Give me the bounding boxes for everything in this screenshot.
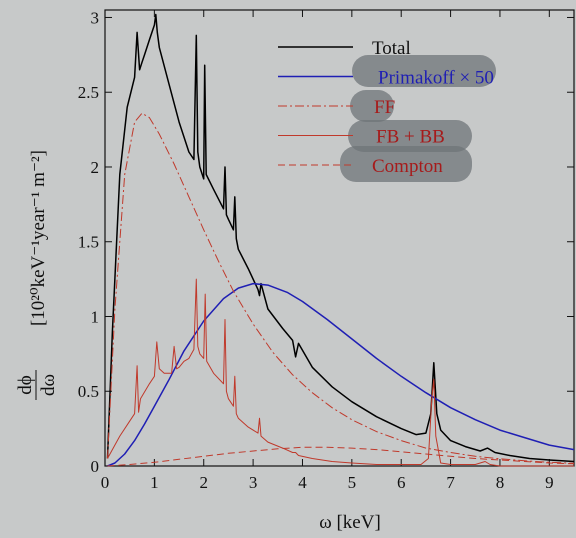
legend-highlight <box>340 146 472 182</box>
y-label-units: [10²⁰keV⁻¹year⁻¹ m⁻²] <box>28 150 49 326</box>
x-tick-label: 0 <box>101 473 110 492</box>
series-line-0 <box>106 13 575 463</box>
legend-label: FF <box>374 97 395 118</box>
legend-label: Primakoff × 50 <box>378 68 494 89</box>
x-tick-label: 2 <box>199 473 208 492</box>
y-tick-label: 2 <box>91 158 100 177</box>
series-line-3 <box>107 278 574 467</box>
x-tick-label: 4 <box>298 473 307 492</box>
axis-ticks: 0 1 2 3 4 5 6 7 8 9 0 0.5 1 1.5 2 2.5 3 <box>78 8 574 492</box>
y-tick-label: 3 <box>91 8 100 27</box>
x-tick-label: 5 <box>348 473 357 492</box>
y-label-denominator: dω <box>38 374 59 396</box>
legend-label: Total <box>372 38 411 59</box>
x-tick-label: 3 <box>249 473 258 492</box>
legend: Total Primakoff × 50 FF FB + BB Compton <box>278 38 496 182</box>
series-line-2 <box>107 112 575 464</box>
legend-highlight <box>352 55 496 87</box>
y-tick-label: 1 <box>91 307 100 326</box>
plot-area <box>104 9 575 467</box>
y-tick-label: 0 <box>91 457 100 476</box>
x-tick-label: 7 <box>446 473 455 492</box>
y-axis-label: dϕ dω [10²⁰keV⁻¹year⁻¹ m⁻²] <box>15 150 59 400</box>
legend-highlight <box>348 120 472 152</box>
y-label-numerator: dϕ <box>15 375 36 395</box>
series-line-4 <box>107 446 575 467</box>
x-axis-label: ω [keV] <box>319 512 381 533</box>
y-tick-label: 0.5 <box>78 382 99 401</box>
legend-label: Compton <box>372 156 443 177</box>
x-tick-label: 9 <box>545 473 554 492</box>
series-layer <box>106 13 575 467</box>
series-line-1 <box>107 282 575 467</box>
y-tick-label: 2.5 <box>78 83 99 102</box>
x-tick-label: 1 <box>150 473 159 492</box>
y-tick-label: 1.5 <box>78 233 99 252</box>
legend-label: FB + BB <box>376 127 445 148</box>
x-tick-label: 6 <box>397 473 406 492</box>
legend-highlight <box>350 90 394 122</box>
x-tick-label: 8 <box>496 473 505 492</box>
